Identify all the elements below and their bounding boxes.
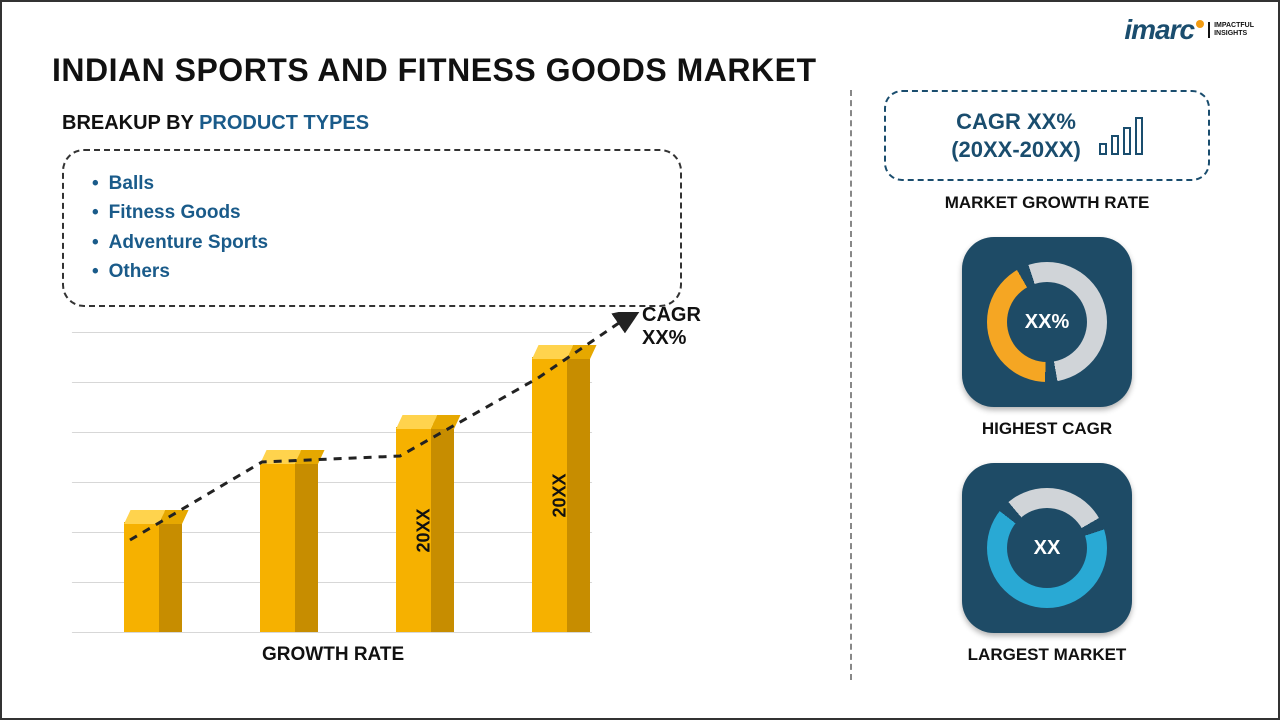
mini-bars-icon (1099, 117, 1143, 155)
list-item: Others (92, 257, 652, 286)
donut-chart-icon: XX (987, 488, 1107, 608)
cagr-line-1: CAGR XX% (951, 108, 1081, 136)
breakup-heading: BREAKUP BY PRODUCT TYPES (62, 112, 822, 135)
highest-cagr-tile: XX% (962, 237, 1132, 407)
vertical-divider (850, 90, 852, 680)
left-panel: BREAKUP BY PRODUCT TYPES Balls Fitness G… (62, 112, 822, 307)
right-panel: CAGR XX% (20XX-20XX) MARKET GROWTH RATE … (884, 90, 1244, 665)
chart-bar (124, 522, 182, 632)
logo-tagline-1: IMPACTFUL (1214, 22, 1254, 30)
page-title: INDIAN SPORTS AND FITNESS GOODS MARKET (52, 52, 817, 89)
list-item: Fitness Goods (92, 198, 652, 227)
donut-center-value: XX% (1007, 282, 1087, 362)
product-types-box: Balls Fitness Goods Adventure Sports Oth… (62, 149, 682, 307)
bar-label: 20XX (414, 500, 435, 560)
logo-text: imarc (1124, 14, 1194, 46)
donut-chart-icon: XX% (987, 262, 1107, 382)
largest-market-block: XX LARGEST MARKET (884, 463, 1210, 665)
chart-cagr-label: CAGR XX% (642, 304, 702, 350)
breakup-prefix: BREAKUP BY (62, 112, 199, 134)
donut-center-value: XX (1007, 508, 1087, 588)
largest-market-tile: XX (962, 463, 1132, 633)
bar-label: 20XX (550, 465, 571, 525)
breakup-highlight: PRODUCT TYPES (199, 112, 369, 134)
list-item: Adventure Sports (92, 228, 652, 257)
logo-dot-icon (1196, 20, 1204, 28)
cagr-summary-box: CAGR XX% (20XX-20XX) (884, 90, 1210, 181)
logo-tagline-2: INSIGHTS (1214, 30, 1254, 38)
highest-cagr-label: HIGHEST CAGR (884, 419, 1210, 439)
list-item: Balls (92, 169, 652, 198)
chart-bar: 20XX (532, 357, 590, 632)
chart-bar (260, 462, 318, 632)
highest-cagr-block: XX% HIGHEST CAGR (884, 237, 1210, 439)
product-types-list: Balls Fitness Goods Adventure Sports Oth… (92, 169, 652, 287)
cagr-line-2: (20XX-20XX) (951, 136, 1081, 164)
market-growth-rate-label: MARKET GROWTH RATE (884, 193, 1210, 213)
largest-market-label: LARGEST MARKET (884, 645, 1210, 665)
chart-bar: 20XX (396, 427, 454, 632)
cagr-box-text: CAGR XX% (20XX-20XX) (951, 108, 1081, 163)
chart-axis-label: GROWTH RATE (262, 644, 404, 666)
growth-chart: 20XX20XX CAGR XX% GROWTH RATE (62, 312, 702, 672)
brand-logo: imarc IMPACTFUL INSIGHTS (1124, 14, 1254, 46)
logo-tagline: IMPACTFUL INSIGHTS (1208, 22, 1254, 37)
